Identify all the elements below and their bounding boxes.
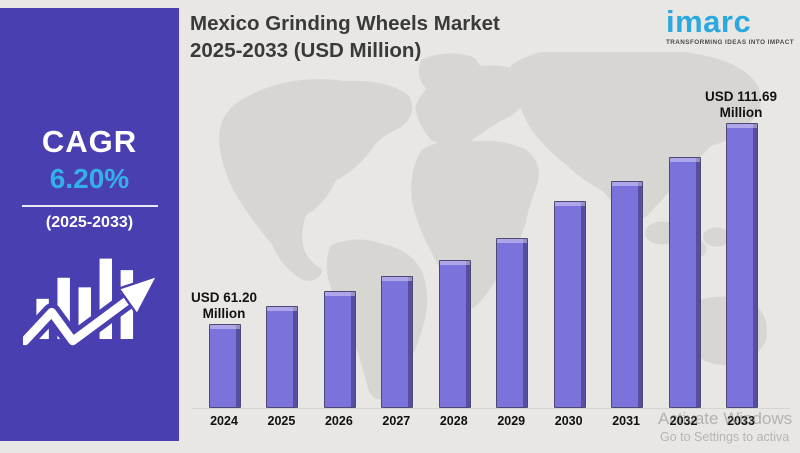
x-axis-label-2028: 2028 (439, 414, 468, 428)
chart-title-line2: 2025-2033 (USD Million) (190, 39, 422, 62)
cagr-label: CAGR (41, 124, 138, 159)
bar-2028 (438, 260, 471, 408)
sidebar-divider (21, 205, 158, 207)
chart-baseline (192, 408, 790, 409)
bar-2030 (553, 201, 586, 408)
activate-windows-watermark: Activate Windows (658, 409, 793, 428)
x-axis-label-2032: 2032 (669, 414, 698, 428)
bar-2029 (496, 238, 529, 408)
activate-windows-watermark-subtext: Go to Settings to activa (660, 430, 790, 444)
bar-2024 (209, 324, 241, 408)
cagr-value: 6.20% (49, 163, 130, 194)
chart-title-line1: Mexico Grinding Wheels Market (190, 12, 500, 35)
imarc-logo: imarc TRANSFORMING IDEAS INTO IMPACT (666, 4, 795, 47)
x-axis-label-2030: 2030 (554, 414, 583, 428)
cagr-sidebar: CAGR 6.20% (2025-2033) (0, 8, 179, 441)
imarc-tagline: TRANSFORMING IDEAS INTO IMPACT (666, 39, 795, 46)
bar-2027 (381, 276, 414, 408)
bar-2025 (266, 306, 299, 408)
bar-2033 (726, 123, 758, 408)
bar-2032 (668, 157, 701, 408)
x-axis-label-2033: 2033 (727, 414, 755, 428)
bar-2031 (611, 181, 644, 408)
x-axis-label-2027: 2027 (382, 414, 411, 428)
bar-2026 (323, 291, 356, 408)
x-axis-label-2026: 2026 (324, 414, 353, 428)
x-axis-label-2031: 2031 (612, 414, 641, 428)
data-label-2024: USD 61.20 Million (190, 290, 258, 321)
chart-title: Mexico Grinding Wheels Market 2025-2033 … (190, 10, 590, 64)
data-label-2033: USD 111.69 Million (704, 89, 778, 120)
imarc-wordmark: imarc (666, 4, 752, 39)
x-axis-label-2025: 2025 (267, 414, 296, 428)
x-axis-label-2029: 2029 (497, 414, 526, 428)
trend-chart-arrow-icon (0, 250, 179, 367)
cagr-period: (2025-2033) (45, 214, 134, 231)
x-axis-label-2024: 2024 (210, 414, 238, 428)
